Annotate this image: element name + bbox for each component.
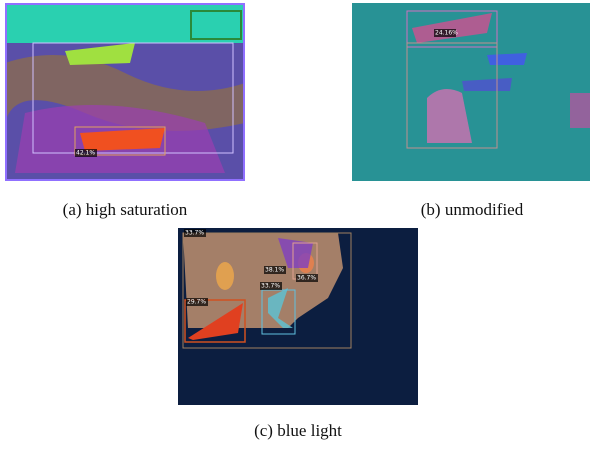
caption: (a) high saturation — [5, 200, 245, 220]
detection-label: 42.1% — [76, 150, 95, 157]
caption: (c) blue light — [178, 421, 418, 441]
detection-label: 36.7% — [297, 275, 316, 282]
image-high-saturation: 42.1% — [5, 3, 245, 181]
detection-label: 33.7% — [261, 283, 280, 290]
figure: 42.1% 24.16% 33.7% 29.7% 38.1% 36.7% 33.7% (… — [0, 0, 590, 449]
image-blue-light: 33.7% 29.7% 38.1% 36.7% 33.7% — [178, 228, 418, 405]
caption: (b) unmodified — [352, 200, 590, 220]
detection-label: 24.16% — [435, 30, 458, 37]
image-unmodified: 24.16% — [352, 3, 590, 181]
detection-label: 38.1% — [265, 267, 284, 274]
detection-label: 33.7% — [185, 230, 204, 237]
detection-label: 29.7% — [187, 299, 206, 306]
